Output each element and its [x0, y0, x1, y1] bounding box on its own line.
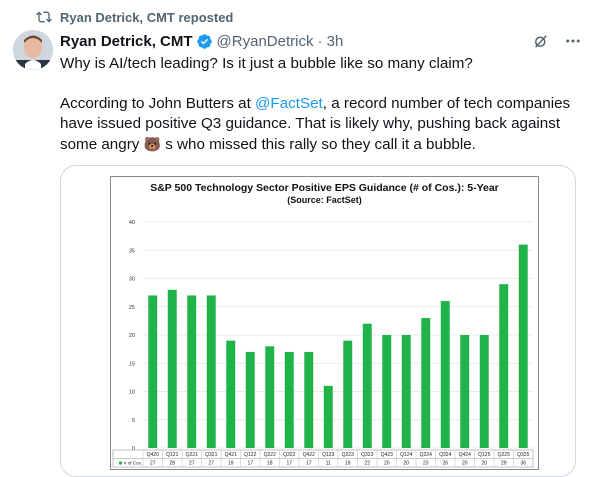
grok-icon[interactable] — [532, 32, 550, 50]
factset-mention-link[interactable]: @FactSet — [255, 95, 323, 112]
x-tick-label: Q422 — [303, 452, 315, 458]
repost-indicator[interactable]: Ryan Detrick, CMT reposted — [36, 9, 233, 25]
author-name[interactable]: Ryan Detrick, CMT — [60, 32, 193, 50]
bar — [440, 301, 450, 448]
x-tick-label: Q224 — [420, 452, 432, 458]
bar — [401, 335, 411, 448]
repost-icon — [36, 11, 52, 23]
x-tick-label: Q324 — [439, 452, 451, 458]
data-label: 17 — [286, 461, 292, 467]
x-tick-label: Q121 — [166, 452, 178, 458]
tweet-line-1: Why is AI/tech leading? Is it just a bub… — [60, 55, 473, 72]
avatar[interactable] — [13, 30, 53, 70]
bar-chart: 0 5 10 15 20 25 30 35 40 # of Cos. Q420 27 Q121 28 Q22… — [112, 220, 534, 468]
data-label: 27 — [208, 461, 214, 467]
chart-image: S&P 500 Technology Sector Positive EPS G… — [110, 176, 539, 470]
tweet-text-part: , a record number of tech companies have… — [60, 95, 571, 153]
x-tick-label: Q122 — [244, 452, 256, 458]
bar — [187, 295, 197, 448]
x-tick-label: Q223 — [342, 452, 354, 458]
bar — [304, 351, 314, 448]
data-label: 23 — [423, 461, 429, 467]
y-tick-label: 40 — [129, 220, 135, 226]
x-tick-label: Q322 — [283, 452, 295, 458]
bar — [362, 323, 372, 448]
bar — [518, 244, 528, 448]
verified-icon — [196, 33, 212, 49]
data-label: 36 — [520, 461, 526, 467]
data-label: 11 — [326, 461, 331, 467]
y-tick-label: 20 — [129, 333, 135, 339]
bar — [460, 335, 470, 448]
bar — [284, 351, 294, 448]
y-tick-label: 30 — [129, 277, 135, 283]
bar — [265, 346, 275, 448]
bear-emoji-icon: 🐻 — [143, 136, 162, 152]
tweet-paragraph-2: According to John Butters at @FactSet, a… — [60, 94, 582, 155]
tweet-text-part: According to John Butters at — [60, 95, 256, 112]
data-label: 27 — [189, 461, 195, 467]
bar — [479, 335, 489, 448]
bar — [421, 318, 431, 448]
legend-label: # of Cos. — [124, 461, 142, 466]
timestamp[interactable]: · 3h — [317, 32, 344, 50]
bar — [323, 385, 333, 448]
x-tick-label: Q420 — [147, 452, 159, 458]
y-tick-label: 10 — [129, 390, 135, 396]
x-tick-label: Q424 — [459, 452, 471, 458]
bar — [148, 295, 158, 448]
y-tick-label: 35 — [129, 248, 135, 254]
data-label: 20 — [403, 461, 409, 467]
x-tick-label: Q421 — [225, 452, 237, 458]
x-tick-label: Q123 — [322, 452, 334, 458]
data-label: 18 — [267, 461, 273, 467]
bar — [245, 351, 255, 448]
x-tick-label: Q124 — [400, 452, 412, 458]
data-label: 17 — [247, 461, 253, 467]
x-tick-label: Q423 — [381, 452, 393, 458]
tweet-media-card[interactable]: S&P 500 Technology Sector Positive EPS G… — [60, 165, 576, 477]
data-label: 20 — [462, 461, 468, 467]
tweet-text: Why is AI/tech leading? Is it just a bub… — [60, 54, 582, 155]
x-tick-label: Q225 — [498, 452, 510, 458]
data-label: 22 — [364, 461, 370, 467]
bar — [343, 340, 353, 448]
y-tick-label: 0 — [132, 446, 135, 452]
bar — [206, 295, 216, 448]
avatar-image — [13, 30, 53, 70]
data-label: 26 — [442, 461, 448, 467]
x-tick-label: Q221 — [186, 452, 198, 458]
more-icon[interactable] — [564, 32, 582, 50]
tweet-header: Ryan Detrick, CMT @RyanDetrick · 3h — [60, 30, 582, 52]
x-tick-label: Q222 — [264, 452, 276, 458]
y-tick-label: 25 — [129, 305, 135, 311]
data-label: 19 — [345, 461, 351, 467]
bar — [382, 335, 392, 448]
data-label: 27 — [150, 461, 156, 467]
x-tick-label: Q125 — [478, 452, 490, 458]
data-label: 28 — [169, 461, 175, 467]
chart-title: S&P 500 Technology Sector Positive EPS G… — [150, 182, 499, 194]
repost-label: Ryan Detrick, CMT reposted — [60, 9, 234, 25]
bar — [499, 284, 509, 448]
x-tick-label: Q325 — [517, 452, 529, 458]
data-label: 19 — [228, 461, 234, 467]
data-label: 29 — [501, 461, 507, 467]
x-tick-label: Q321 — [205, 452, 217, 458]
tweet-text-part: s who missed this rally so they call it … — [161, 136, 476, 153]
author-handle[interactable]: @RyanDetrick — [216, 32, 314, 50]
legend-swatch — [119, 461, 122, 465]
chart-subtitle: (Source: FactSet) — [287, 195, 362, 205]
bar — [226, 340, 236, 448]
data-label: 20 — [481, 461, 487, 467]
data-label: 20 — [384, 461, 390, 467]
x-tick-label: Q323 — [361, 452, 373, 458]
bar — [167, 289, 177, 448]
y-tick-label: 5 — [132, 418, 135, 424]
data-label: 17 — [306, 461, 312, 467]
y-tick-label: 15 — [129, 361, 135, 367]
